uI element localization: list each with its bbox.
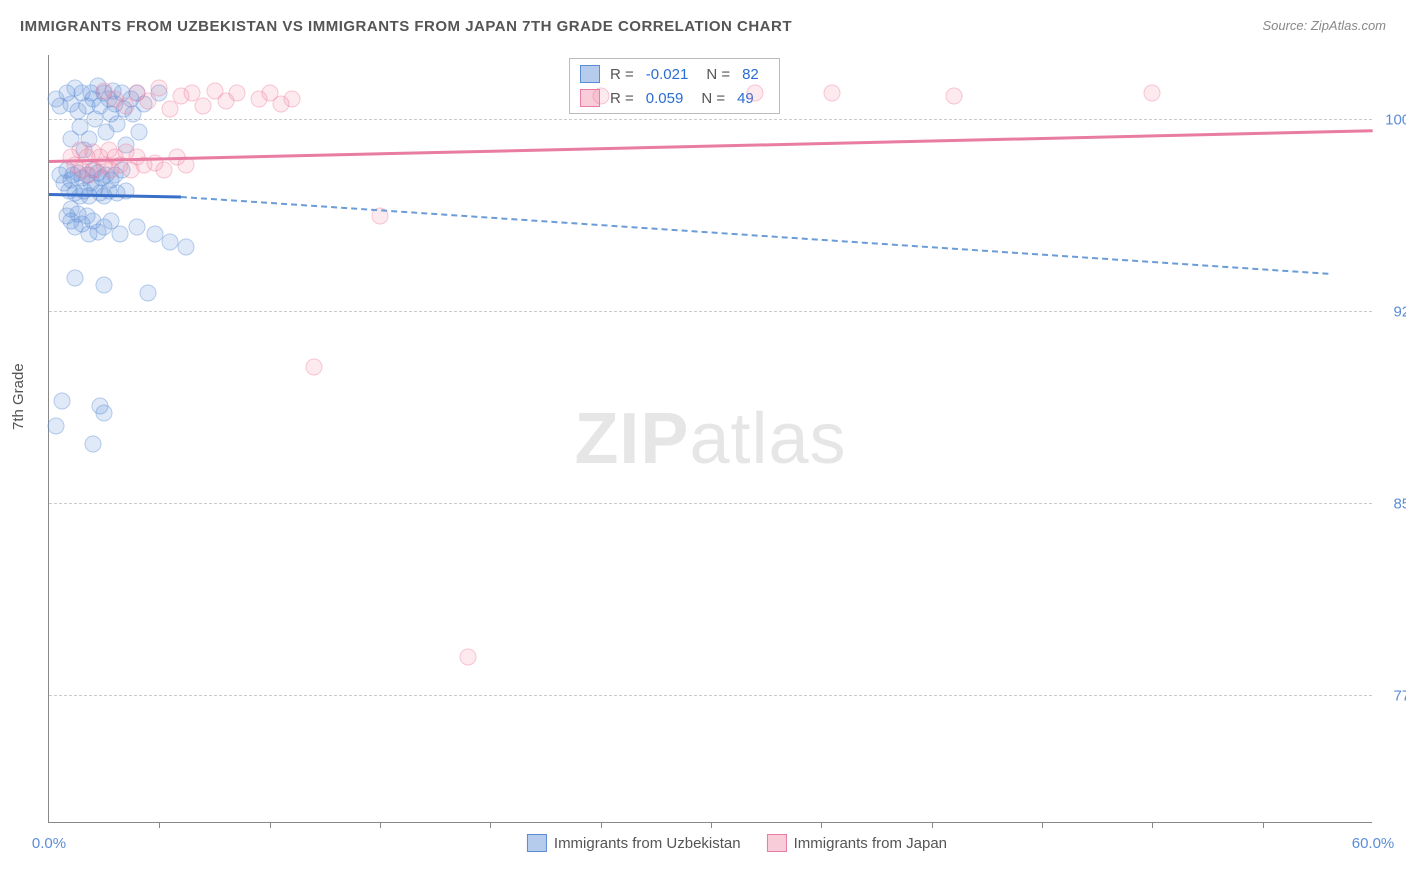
legend-r-label: R = [610,66,634,83]
x-tick-mark [601,822,602,828]
legend-label: Immigrants from Uzbekistan [554,835,741,852]
gridline: 92.5% [49,311,1372,312]
x-tick-mark [711,822,712,828]
scatter-point-uzbekistan [146,226,163,243]
legend-n-value: 82 [742,66,759,83]
legend-n-label: N = [706,66,730,83]
legend-row: R = -0.021 N = 82 [580,62,769,86]
scatter-point-uzbekistan [131,123,148,140]
plot-area: ZIPatlas R =-0.021N =82R =0.059N =49 Imm… [48,55,1372,823]
scatter-point-japan [228,85,245,102]
source-attribution: Source: ZipAtlas.com [1262,18,1386,33]
x-tick-mark [270,822,271,828]
scatter-point-japan [747,85,764,102]
watermark-bold: ZIP [574,399,689,479]
x-tick-mark [159,822,160,828]
scatter-point-uzbekistan [109,116,126,133]
legend-item: Immigrants from Uzbekistan [527,834,741,852]
scatter-point-japan [305,359,322,376]
scatter-point-japan [195,98,212,115]
scatter-point-japan [824,85,841,102]
scatter-point-uzbekistan [47,418,64,435]
scatter-point-japan [1144,85,1161,102]
correlation-legend: R =-0.021N =82R =0.059N =49 [569,58,780,114]
legend-n-label: N = [701,90,725,107]
scatter-point-japan [460,648,477,665]
legend-r-value: -0.021 [646,66,689,83]
trend-japan [49,129,1373,163]
y-tick-label: 100.0% [1385,112,1406,129]
y-tick-label: 85.0% [1393,496,1406,513]
scatter-point-uzbekistan [129,218,146,235]
scatter-point-japan [283,90,300,107]
x-tick-mark [932,822,933,828]
y-axis-label: 7th Grade [10,363,27,430]
scatter-point-uzbekistan [96,405,113,422]
scatter-point-japan [945,87,962,104]
legend-swatch [527,834,547,852]
scatter-point-uzbekistan [96,277,113,294]
x-tick-mark [821,822,822,828]
scatter-point-japan [155,162,172,179]
chart-title: IMMIGRANTS FROM UZBEKISTAN VS IMMIGRANTS… [20,18,792,35]
scatter-point-uzbekistan [140,285,157,302]
y-tick-label: 92.5% [1393,304,1406,321]
scatter-point-japan [592,87,609,104]
legend-r-value: 0.059 [646,90,684,107]
y-tick-label: 77.5% [1393,688,1406,705]
scatter-point-uzbekistan [54,392,71,409]
scatter-point-uzbekistan [177,239,194,256]
series-legend: Immigrants from Uzbekistan Immigrants fro… [527,834,947,852]
gridline: 77.5% [49,695,1372,696]
scatter-point-uzbekistan [67,269,84,286]
x-tick-mark [1152,822,1153,828]
x-tick-mark [490,822,491,828]
trend-uzbekistan-dash [181,196,1329,275]
x-tick-label: 60.0% [1352,835,1395,852]
legend-swatch [767,834,787,852]
scatter-point-uzbekistan [85,436,102,453]
legend-r-label: R = [610,90,634,107]
x-tick-mark [1042,822,1043,828]
x-tick-mark [380,822,381,828]
watermark-light: atlas [689,399,846,479]
x-tick-label: 0.0% [32,835,66,852]
scatter-point-uzbekistan [162,233,179,250]
legend-label: Immigrants from Japan [794,835,947,852]
scatter-point-uzbekistan [111,226,128,243]
gridline: 85.0% [49,503,1372,504]
x-tick-mark [1263,822,1264,828]
scatter-point-japan [151,80,168,97]
legend-swatch [580,65,600,83]
watermark: ZIPatlas [574,398,846,480]
legend-item: Immigrants from Japan [767,834,947,852]
gridline: 100.0% [49,119,1372,120]
